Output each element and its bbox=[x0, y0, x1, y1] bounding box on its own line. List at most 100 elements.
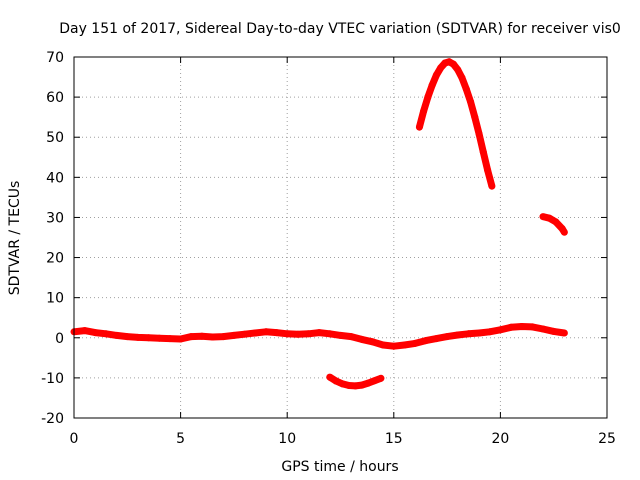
series-dip-point bbox=[377, 374, 385, 382]
series-baseline-point bbox=[560, 329, 568, 337]
x-tick-label: 15 bbox=[385, 431, 403, 447]
series-arc-point bbox=[454, 66, 462, 74]
series-baseline-point bbox=[432, 335, 440, 343]
series-baseline-point bbox=[464, 330, 472, 338]
series-baseline-point bbox=[187, 333, 195, 341]
series-baseline-point bbox=[305, 330, 312, 338]
series-baseline-point bbox=[251, 329, 259, 337]
series-baseline-point bbox=[155, 334, 163, 342]
y-tick-label: 30 bbox=[46, 210, 64, 226]
series-arc-point bbox=[488, 182, 496, 190]
series-baseline-point bbox=[91, 329, 99, 337]
y-tick-label: 60 bbox=[46, 90, 64, 106]
series-baseline-point bbox=[177, 335, 185, 343]
series-baseline-point bbox=[166, 335, 174, 343]
series-dip-point bbox=[364, 379, 372, 387]
series-baseline-point bbox=[411, 339, 419, 347]
series-baseline-point bbox=[443, 333, 451, 341]
series-baseline-point bbox=[518, 323, 526, 330]
series-baseline-point bbox=[145, 334, 153, 342]
x-tick-label: 0 bbox=[70, 431, 79, 447]
series-baseline-point bbox=[337, 331, 344, 339]
series-baseline-point bbox=[486, 328, 494, 336]
series-baseline-point bbox=[283, 330, 291, 338]
series-baseline-point bbox=[496, 326, 504, 334]
series-baseline-point bbox=[454, 331, 462, 339]
series-baseline-point bbox=[550, 327, 558, 335]
series-baseline-point bbox=[241, 330, 249, 338]
axis-ticks: 0 5 10 15 20 25 -20 -10 0 10 20 30 40 50 60 70 bbox=[41, 50, 616, 447]
series-baseline-point bbox=[123, 333, 131, 341]
series-arc-point bbox=[432, 71, 440, 79]
series-dip-point bbox=[339, 380, 347, 388]
series-arc-point bbox=[479, 148, 487, 156]
y-tick-label: 50 bbox=[46, 130, 64, 146]
y-tick-label: -20 bbox=[41, 411, 64, 427]
series-baseline-point bbox=[401, 341, 408, 349]
series-arc-point bbox=[450, 60, 457, 68]
series-dip-point bbox=[332, 377, 340, 385]
plot-frame bbox=[73, 56, 608, 419]
y-tick-label: 40 bbox=[46, 170, 64, 186]
series-baseline-point bbox=[219, 333, 227, 341]
series-baseline-point bbox=[134, 333, 142, 341]
series-dip-point bbox=[345, 382, 353, 389]
series-baseline-point bbox=[102, 330, 110, 338]
series-tail-point bbox=[539, 213, 547, 221]
series-dip-point bbox=[326, 373, 334, 381]
series-baseline-point bbox=[198, 332, 206, 340]
series-baseline-point bbox=[528, 323, 536, 331]
x-tick-label: 20 bbox=[491, 431, 509, 447]
series-baseline-point bbox=[294, 330, 302, 338]
y-tick-label: -10 bbox=[41, 371, 64, 387]
x-tick-label: 5 bbox=[176, 431, 185, 447]
series-baseline-point bbox=[539, 325, 547, 333]
series-dip-point bbox=[351, 382, 359, 390]
series-baseline-point bbox=[347, 333, 355, 341]
series-baseline-point bbox=[422, 337, 430, 345]
series-baseline-point bbox=[273, 329, 280, 337]
x-tick-label: 25 bbox=[598, 431, 616, 447]
series-baseline-point bbox=[315, 329, 323, 337]
series-baseline-point bbox=[326, 330, 334, 338]
series-arc-point bbox=[424, 93, 432, 101]
series-baseline-point bbox=[230, 331, 238, 339]
series-baseline-point bbox=[113, 331, 121, 339]
series-dip-point bbox=[371, 377, 379, 385]
series-baseline-point bbox=[209, 333, 217, 341]
series-arc-point bbox=[415, 123, 423, 131]
y-tick-label: 0 bbox=[55, 331, 64, 347]
series-tail-point bbox=[552, 218, 560, 226]
x-tick-label: 10 bbox=[278, 431, 296, 447]
series-tail-point bbox=[545, 214, 553, 222]
grid-lines bbox=[74, 57, 607, 418]
series-arc-point bbox=[428, 81, 436, 89]
x-axis-label: GPS time / hours bbox=[281, 459, 398, 475]
series-baseline-point bbox=[507, 323, 515, 331]
y-tick-label: 70 bbox=[46, 50, 64, 66]
series-arc-point bbox=[462, 85, 470, 93]
series-arc-point bbox=[458, 74, 466, 82]
series-arc-point bbox=[437, 64, 445, 72]
series-baseline-point bbox=[369, 338, 376, 346]
series-baseline-point bbox=[262, 328, 270, 336]
series-arc-point bbox=[420, 107, 428, 115]
series-baseline-point bbox=[81, 327, 89, 335]
series-baseline-point bbox=[379, 341, 387, 349]
y-axis-label: SDTVAR / TECUs bbox=[7, 181, 23, 296]
chart-title: Day 151 of 2017, Sidereal Day-to-day VTE… bbox=[59, 21, 621, 37]
series-baseline-point bbox=[475, 329, 483, 337]
series-baseline-point bbox=[358, 335, 366, 343]
series-baseline-point bbox=[390, 342, 398, 350]
series-arc-point bbox=[471, 113, 479, 121]
series-tail-point bbox=[560, 228, 568, 236]
series-arc-point bbox=[475, 130, 483, 138]
y-tick-label: 20 bbox=[46, 251, 64, 267]
data-series bbox=[70, 58, 568, 390]
y-tick-label: 10 bbox=[46, 291, 64, 307]
series-arc-point bbox=[484, 166, 492, 174]
series-arc-point bbox=[467, 98, 475, 106]
series-dip-point bbox=[358, 381, 366, 389]
